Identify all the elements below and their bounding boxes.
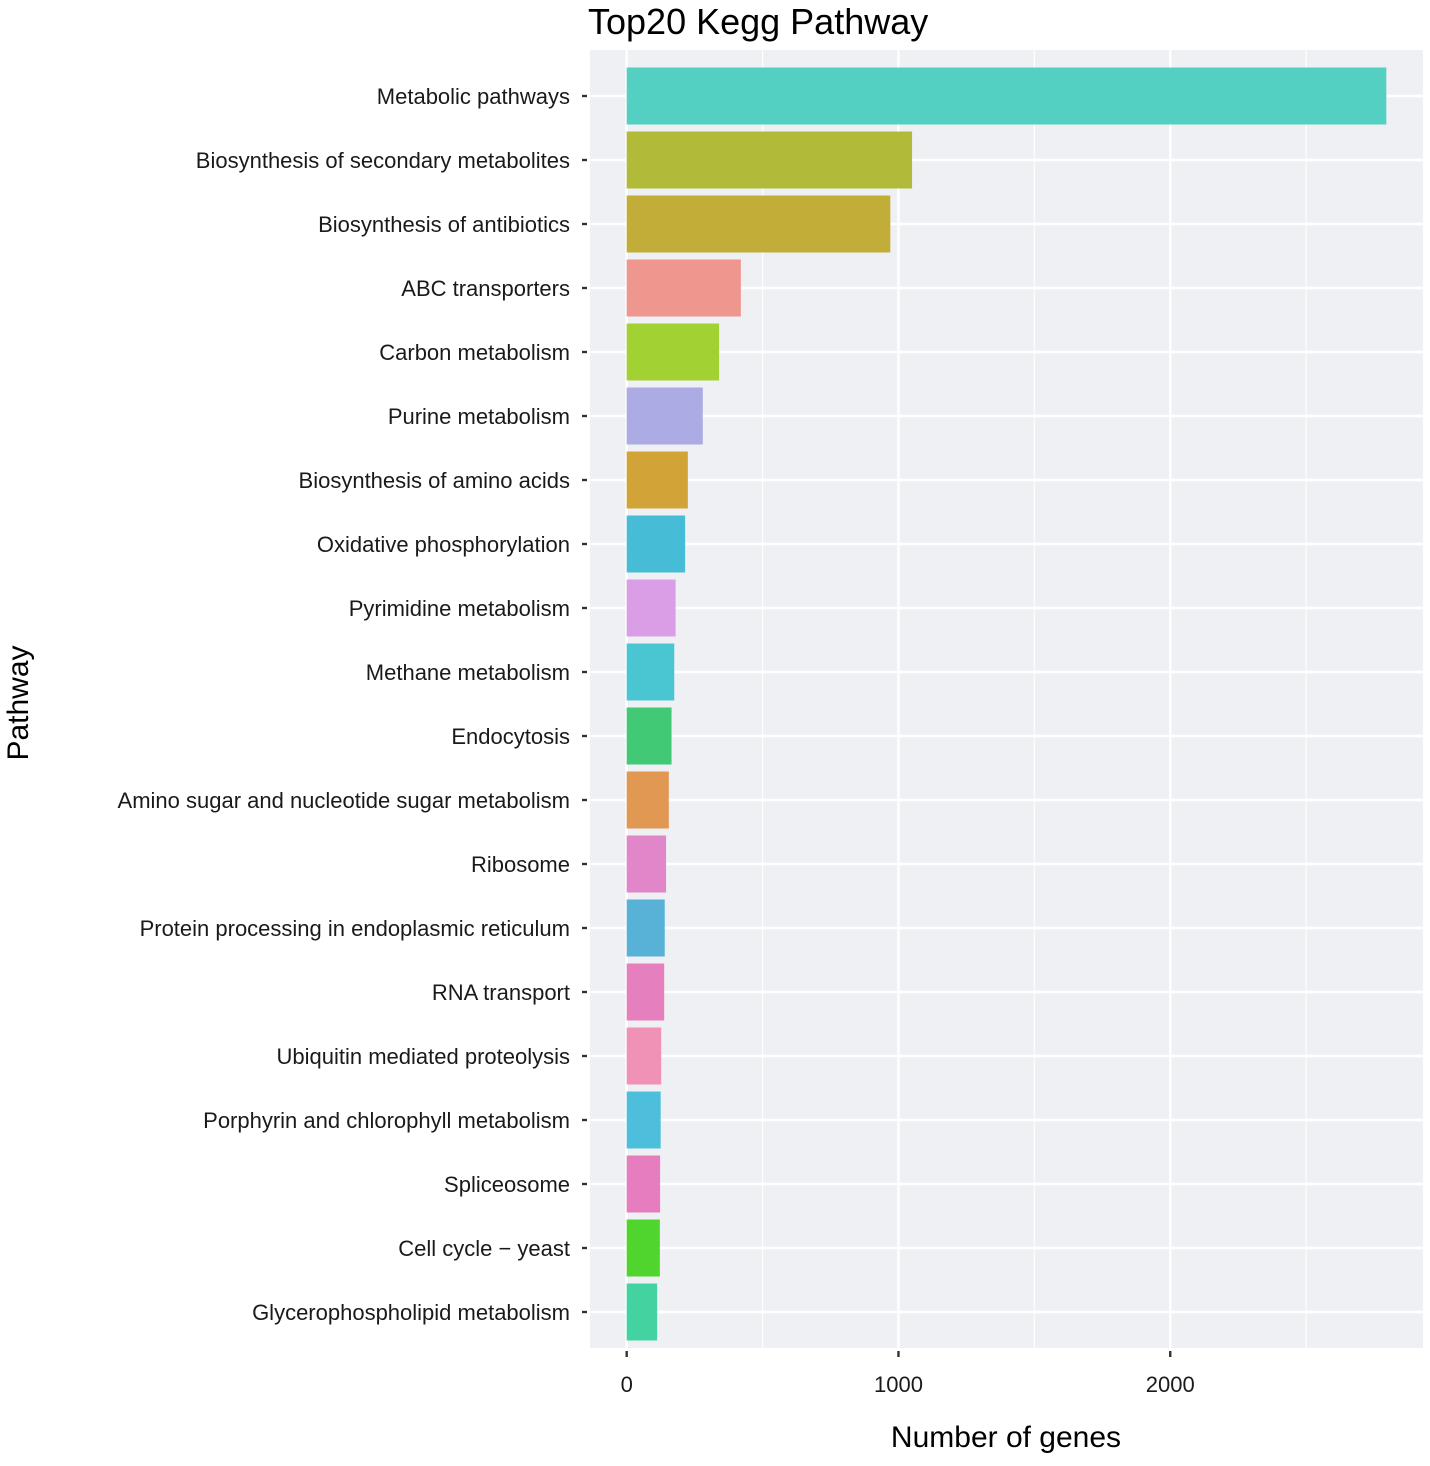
category-label: Biosynthesis of secondary metabolites bbox=[196, 148, 570, 173]
y-axis-labels: Metabolic pathways Biosynthesis of second… bbox=[118, 84, 570, 1325]
bar bbox=[626, 1091, 661, 1149]
x-tick-label: 0 bbox=[621, 1372, 633, 1397]
category-label: Pyrimidine metabolism bbox=[349, 596, 570, 621]
y-axis-title: Pathway bbox=[2, 645, 35, 760]
bar bbox=[626, 67, 1387, 125]
bar bbox=[626, 451, 688, 509]
bar bbox=[626, 707, 672, 765]
category-label: Ribosome bbox=[471, 852, 570, 877]
bar bbox=[626, 515, 686, 573]
minor-gridlines bbox=[761, 50, 1307, 1348]
bar bbox=[626, 771, 669, 829]
bar bbox=[626, 387, 703, 445]
category-label: Porphyrin and chlorophyll metabolism bbox=[203, 1108, 570, 1133]
bar bbox=[626, 131, 913, 189]
bar bbox=[626, 259, 741, 317]
x-axis-title: Number of genes bbox=[891, 1421, 1121, 1454]
category-label: Cell cycle − yeast bbox=[398, 1236, 570, 1261]
x-axis-labels: 0 1000 2000 bbox=[621, 1372, 1195, 1397]
category-label: Amino sugar and nucleotide sugar metabol… bbox=[118, 788, 570, 813]
bar bbox=[626, 899, 665, 957]
category-label: Endocytosis bbox=[451, 724, 570, 749]
y-axis-ticks bbox=[582, 94, 587, 1314]
chart-title: Top20 Kegg Pathway bbox=[588, 1, 928, 42]
bars bbox=[626, 67, 1387, 1341]
bar bbox=[626, 1219, 660, 1277]
x-axis-ticks bbox=[625, 1351, 1172, 1357]
category-label: Methane metabolism bbox=[366, 660, 570, 685]
bar bbox=[626, 579, 676, 637]
bar bbox=[626, 1027, 662, 1085]
bar bbox=[626, 1155, 661, 1213]
bar bbox=[626, 643, 675, 701]
category-label: Biosynthesis of amino acids bbox=[299, 468, 570, 493]
category-label: Glycerophospholipid metabolism bbox=[252, 1300, 570, 1325]
x-tick-label: 1000 bbox=[874, 1372, 923, 1397]
category-label: Oxidative phosphorylation bbox=[317, 532, 570, 557]
category-label: Biosynthesis of antibiotics bbox=[318, 212, 570, 237]
bar bbox=[626, 323, 720, 381]
bar bbox=[626, 195, 891, 253]
category-label: Purine metabolism bbox=[388, 404, 570, 429]
bar bbox=[626, 835, 667, 893]
x-tick-label: 2000 bbox=[1146, 1372, 1195, 1397]
category-label: Spliceosome bbox=[444, 1172, 570, 1197]
category-label: RNA transport bbox=[432, 980, 570, 1005]
bar bbox=[626, 963, 665, 1021]
bar bbox=[626, 1283, 658, 1341]
category-label: Carbon metabolism bbox=[379, 340, 570, 365]
category-label: Protein processing in endoplasmic reticu… bbox=[140, 916, 570, 941]
category-label: Ubiquitin mediated proteolysis bbox=[277, 1044, 571, 1069]
category-label: ABC transporters bbox=[401, 276, 570, 301]
category-label: Metabolic pathways bbox=[377, 84, 570, 109]
